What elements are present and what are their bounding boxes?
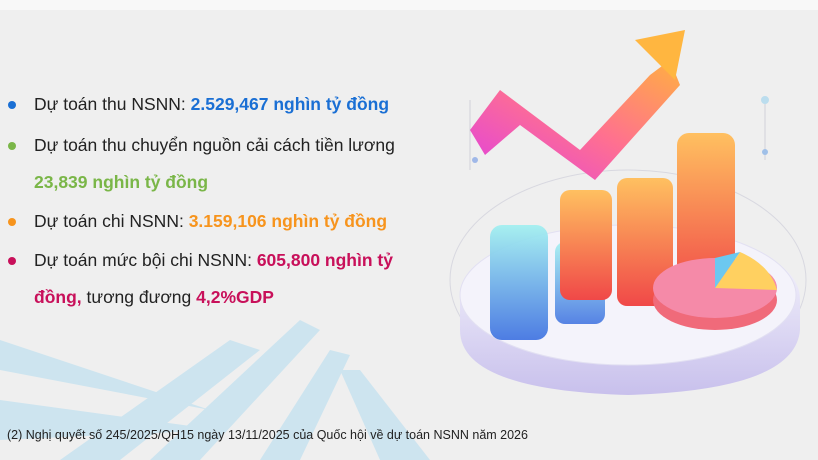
item-value: 2.529,467 nghìn tỷ đồng <box>190 94 390 114</box>
item-value: 4,2%GDP <box>196 287 274 307</box>
item-label: tương đương <box>81 287 197 307</box>
list-item-expenditure: Dự toán chi NSNN: 3.159,106 nghìn tỷ đồn… <box>8 203 428 240</box>
item-label: Dự toán thu NSNN: <box>34 94 191 114</box>
background-rays <box>0 320 430 460</box>
bullet-icon <box>8 101 16 109</box>
chart-illustration-icon <box>449 30 807 395</box>
item-label: Dự toán mức bội chi NSNN: <box>34 250 257 270</box>
item-value: 23,839 nghìn tỷ đồng <box>34 172 209 192</box>
bullet-icon <box>8 257 16 265</box>
list-item-deficit: Dự toán mức bội chi NSNN: 605,800 nghìn … <box>8 242 428 316</box>
top-bar <box>0 0 818 10</box>
item-value: 605,800 nghìn tỷ <box>256 250 393 270</box>
item-label: Dự toán thu chuyển nguồn cải cách tiền l… <box>34 135 395 155</box>
bullet-icon <box>8 142 16 150</box>
list-item-revenue: Dự toán thu NSNN: 2.529,467 nghìn tỷ đồn… <box>8 86 428 123</box>
budget-list: Dự toán thu NSNN: 2.529,467 nghìn tỷ đồn… <box>8 86 428 316</box>
item-label: Dự toán chi NSNN: <box>34 211 189 231</box>
list-item-salary-reform: Dự toán thu chuyển nguồn cải cách tiền l… <box>8 127 428 201</box>
footnote: (2) Nghị quyết số 245/2025/QH15 ngày 13/… <box>7 428 528 442</box>
bullet-icon <box>8 218 16 226</box>
item-value: 3.159,106 nghìn tỷ đồng <box>188 211 388 231</box>
item-value: đồng, <box>34 287 82 307</box>
